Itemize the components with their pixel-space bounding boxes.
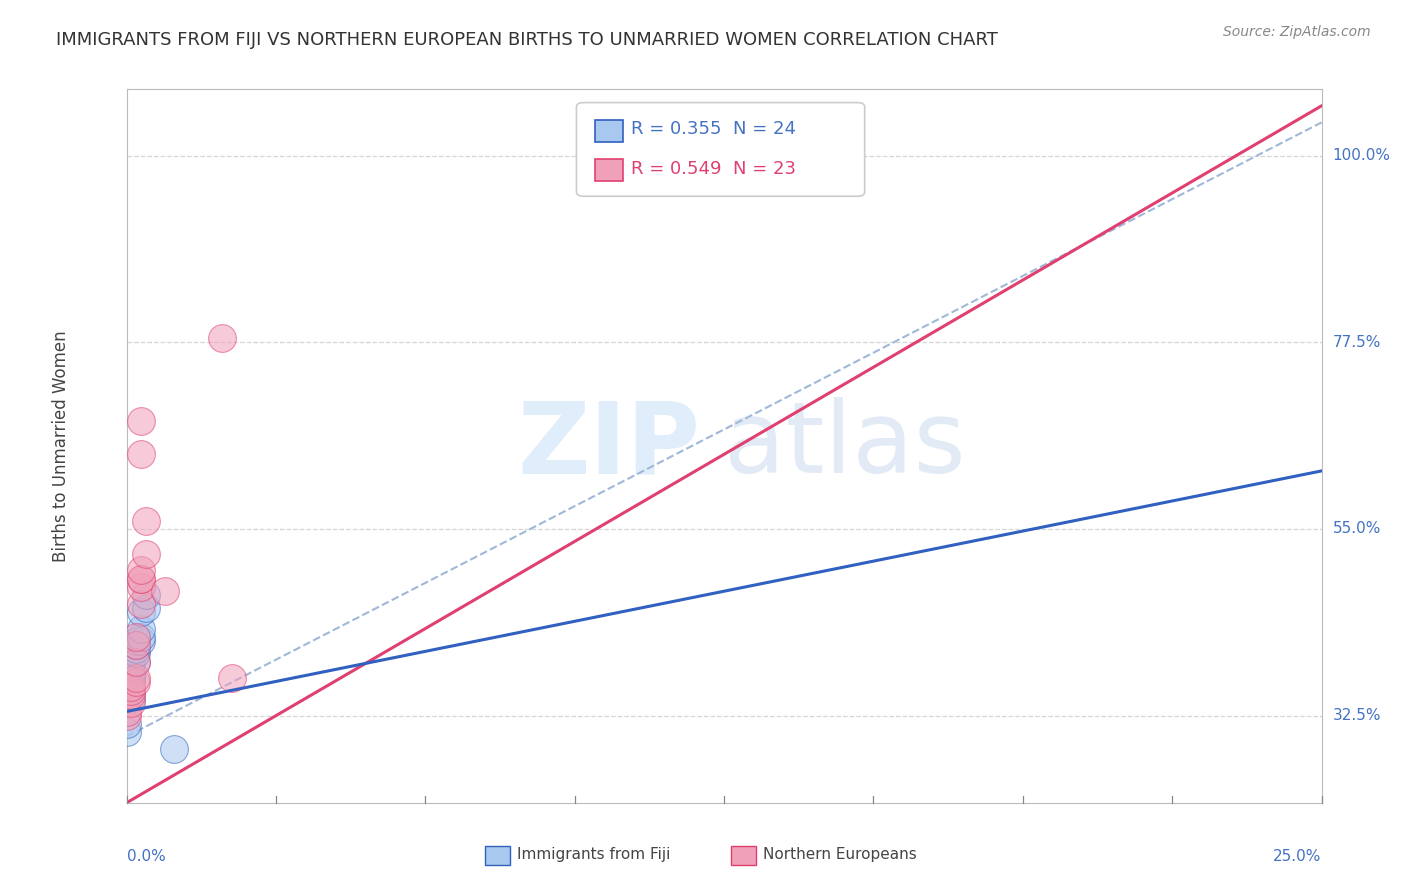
Point xyxy=(125,642,148,657)
Point xyxy=(120,671,142,685)
Point xyxy=(129,605,152,619)
Point xyxy=(163,742,186,756)
Text: atlas: atlas xyxy=(724,398,966,494)
Text: 55.0%: 55.0% xyxy=(1333,522,1381,536)
Point xyxy=(135,547,157,561)
Point xyxy=(129,634,152,648)
Text: R = 0.355  N = 24: R = 0.355 N = 24 xyxy=(631,120,796,138)
Point xyxy=(129,414,152,428)
Point xyxy=(120,663,142,677)
Point xyxy=(221,671,243,685)
Point xyxy=(129,622,152,636)
Point xyxy=(125,671,148,685)
Point xyxy=(125,634,148,648)
Point xyxy=(120,683,142,698)
Point xyxy=(120,680,142,694)
Point xyxy=(115,708,138,723)
Point xyxy=(120,659,142,673)
Text: IMMIGRANTS FROM FIJI VS NORTHERN EUROPEAN BIRTHS TO UNMARRIED WOMEN CORRELATION : IMMIGRANTS FROM FIJI VS NORTHERN EUROPEA… xyxy=(56,31,998,49)
Text: 25.0%: 25.0% xyxy=(1274,849,1322,864)
Text: 100.0%: 100.0% xyxy=(1333,148,1391,163)
Text: R = 0.549  N = 23: R = 0.549 N = 23 xyxy=(631,160,796,178)
Text: Northern Europeans: Northern Europeans xyxy=(763,847,917,862)
Point xyxy=(135,588,157,602)
Point xyxy=(115,725,138,739)
Point xyxy=(129,580,152,594)
Point xyxy=(120,692,142,706)
Point xyxy=(135,514,157,528)
Text: ZIP: ZIP xyxy=(517,398,700,494)
Point xyxy=(125,655,148,669)
Text: 32.5%: 32.5% xyxy=(1333,708,1381,723)
Point xyxy=(120,688,142,702)
Point xyxy=(135,600,157,615)
Point xyxy=(125,647,148,661)
Point xyxy=(129,630,152,644)
Point xyxy=(125,675,148,690)
Text: Births to Unmarried Women: Births to Unmarried Women xyxy=(52,330,70,562)
Point xyxy=(125,630,148,644)
Point xyxy=(211,331,233,345)
Point xyxy=(125,655,148,669)
Point xyxy=(129,572,152,586)
Point xyxy=(120,667,142,681)
Text: Source: ZipAtlas.com: Source: ZipAtlas.com xyxy=(1223,25,1371,39)
Text: 77.5%: 77.5% xyxy=(1333,334,1381,350)
Point xyxy=(120,667,142,681)
Point xyxy=(125,638,148,652)
Point xyxy=(129,447,152,461)
Point xyxy=(129,564,152,578)
Point xyxy=(125,638,148,652)
Point xyxy=(129,572,152,586)
Point xyxy=(120,683,142,698)
Text: 0.0%: 0.0% xyxy=(127,849,166,864)
Point xyxy=(115,705,138,719)
Point xyxy=(120,680,142,694)
Text: Immigrants from Fiji: Immigrants from Fiji xyxy=(517,847,671,862)
Point xyxy=(120,696,142,710)
Point xyxy=(120,675,142,690)
Point xyxy=(115,717,138,731)
Point xyxy=(120,655,142,669)
Point xyxy=(129,597,152,611)
Point xyxy=(153,584,176,599)
